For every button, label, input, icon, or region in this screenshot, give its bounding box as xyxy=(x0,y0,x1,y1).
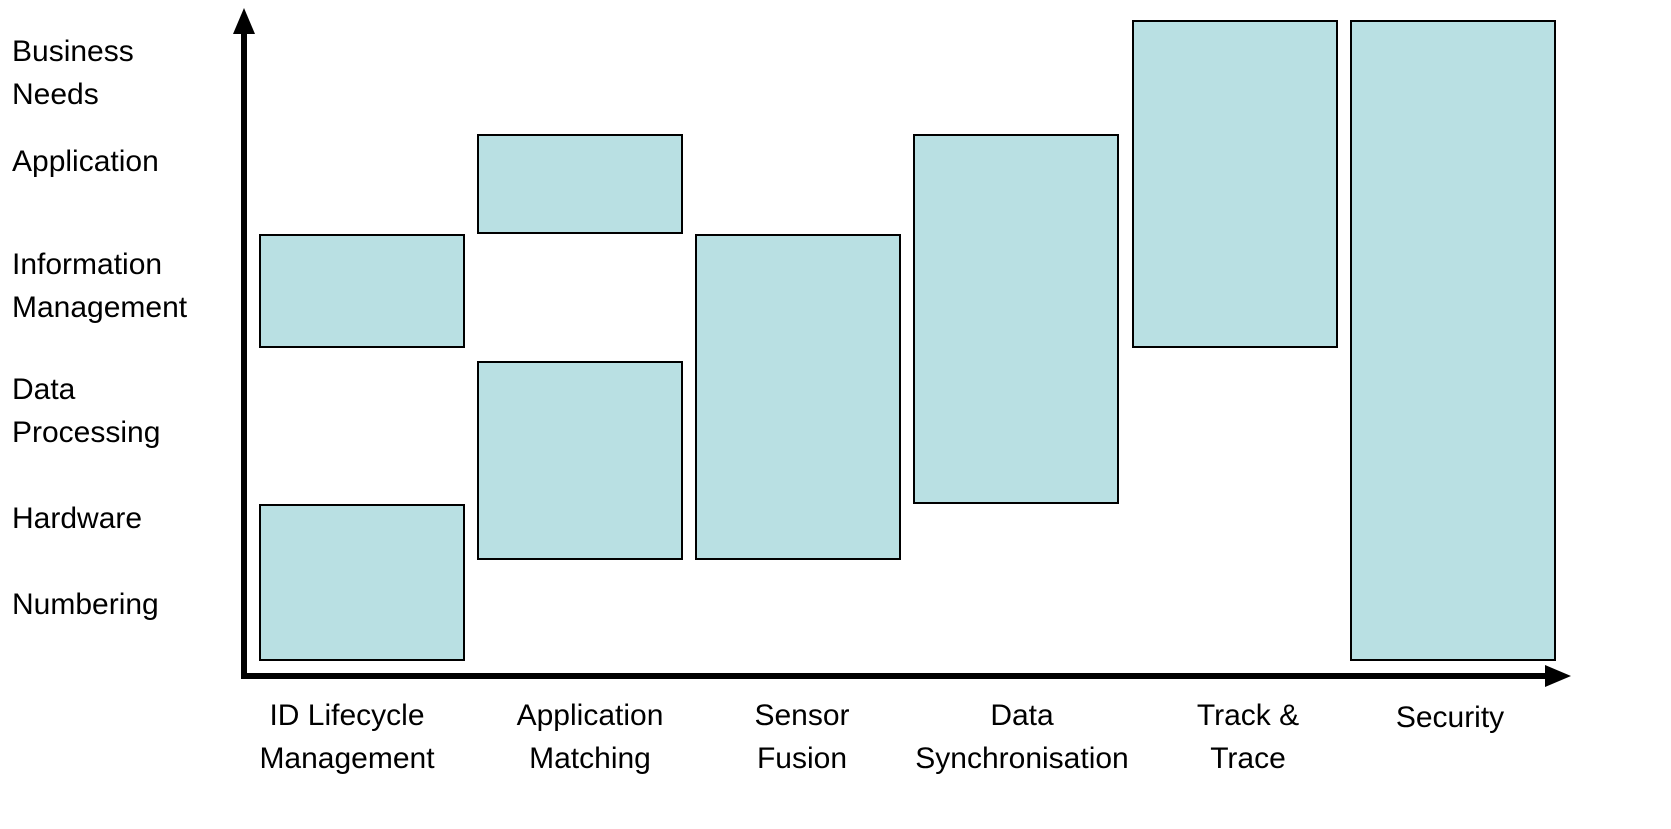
block-id-lifecycle-management-information-management-to-information-management xyxy=(259,234,465,348)
y-label-data-processing-line-2: Processing xyxy=(12,416,161,449)
x-label-id-lifecycle-management: ID Lifecycle Management xyxy=(259,694,434,780)
block-sensor-fusion-hardware-to-information-management xyxy=(695,234,901,560)
y-label-business-needs: Business Needs xyxy=(12,30,134,116)
x-label-track-trace: Track & Trace xyxy=(1197,694,1299,780)
x-label-application-matching: Application Matching xyxy=(517,694,664,780)
x-label-sensor-fusion: Sensor Fusion xyxy=(754,694,849,780)
y-label-business-needs-line-1: Business xyxy=(12,35,134,68)
block-data-synchronisation-data-processing-to-application xyxy=(913,134,1119,504)
x-label-security-line-1: Security xyxy=(1395,701,1505,734)
y-label-data-processing-line-1: Data xyxy=(12,373,76,406)
x-label-sensor-fusion-line-2: Fusion xyxy=(756,742,848,775)
x-label-data-synchronisation: Data Synchronisation xyxy=(915,694,1128,780)
x-axis-arrowhead xyxy=(1545,665,1571,687)
block-track-trace-information-management-to-business-needs xyxy=(1132,20,1338,348)
x-label-track-trace-line-1: Track & xyxy=(1196,699,1300,732)
y-label-information-management-line-2: Management xyxy=(12,291,188,324)
block-application-matching-hardware-to-data-processing xyxy=(477,361,683,560)
y-label-hardware-line-1: Hardware xyxy=(12,502,143,535)
y-label-hardware: Hardware xyxy=(12,497,142,540)
y-label-business-needs-line-2: Needs xyxy=(12,78,99,111)
block-id-lifecycle-management-numbering-to-hardware xyxy=(259,504,465,661)
x-label-data-synchronisation-line-2: Synchronisation xyxy=(915,742,1129,775)
block-application-matching-application-to-application xyxy=(477,134,683,234)
x-label-track-trace-line-2: Trace xyxy=(1210,742,1286,775)
y-label-application-line-1: Application xyxy=(12,145,159,178)
x-label-security: Security xyxy=(1396,696,1504,739)
y-axis-line xyxy=(241,28,247,679)
y-label-information-management-line-1: Information xyxy=(12,248,163,281)
y-label-application: Application xyxy=(12,140,159,183)
y-label-numbering: Numbering xyxy=(12,583,159,626)
x-label-data-synchronisation-line-1: Data xyxy=(990,699,1054,732)
y-label-data-processing: Data Processing xyxy=(12,368,160,454)
y-label-information-management: Information Management xyxy=(12,243,187,329)
block-security-numbering-to-business-needs xyxy=(1350,20,1556,661)
x-label-sensor-fusion-line-1: Sensor xyxy=(754,699,850,732)
x-label-id-lifecycle-management-line-2: Management xyxy=(259,742,435,775)
y-label-numbering-line-1: Numbering xyxy=(12,588,159,621)
x-label-application-matching-line-1: Application xyxy=(516,699,664,732)
x-label-id-lifecycle-management-line-1: ID Lifecycle xyxy=(269,699,425,732)
x-axis-line xyxy=(241,673,1546,679)
x-label-application-matching-line-2: Matching xyxy=(529,742,651,775)
y-axis-arrowhead xyxy=(233,8,255,34)
